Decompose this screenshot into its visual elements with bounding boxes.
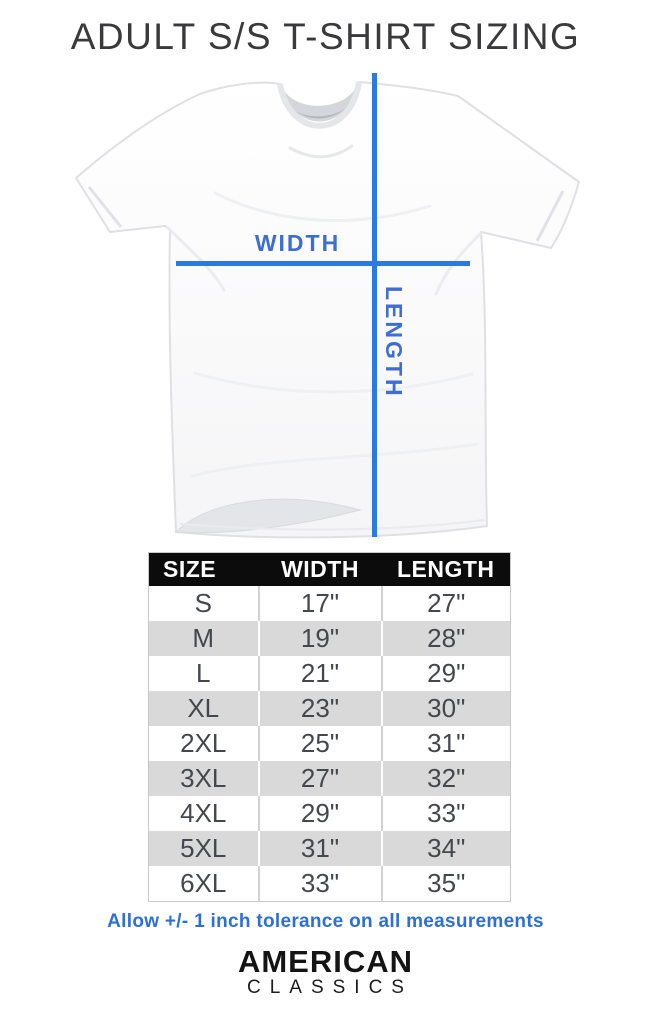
tshirt-body <box>75 81 580 539</box>
wrinkle-shading <box>166 144 482 478</box>
hem-line <box>179 519 485 531</box>
table-row: 2XL 25" 31" <box>148 726 511 761</box>
brand-logo-classics: CLASSICS <box>247 977 413 998</box>
width-cell: 25" <box>257 726 382 761</box>
size-table: SIZE WIDTH LENGTH S 17" 27" M 19" 28" L … <box>148 552 511 902</box>
table-row: 5XL 31" 34" <box>148 831 511 866</box>
length-cell: 28" <box>380 621 511 656</box>
table-row: S 17" 27" <box>148 586 511 621</box>
width-measure-line <box>176 261 470 266</box>
width-cell: 31" <box>257 831 382 866</box>
length-cell: 27" <box>380 586 511 621</box>
length-cell: 33" <box>380 796 511 831</box>
width-cell: 19" <box>257 621 382 656</box>
header-size: SIZE <box>148 552 259 586</box>
length-cell: 29" <box>380 656 511 691</box>
header-width: WIDTH <box>258 552 382 586</box>
size-cell: 4XL <box>148 796 259 831</box>
header-length: LENGTH <box>381 552 511 586</box>
table-row: 3XL 27" 32" <box>148 761 511 796</box>
table-row: 6XL 33" 35" <box>148 866 511 902</box>
length-measure-line <box>372 73 377 537</box>
size-cell: 5XL <box>148 831 259 866</box>
left-cuff-seam <box>87 186 123 228</box>
size-cell: 6XL <box>148 866 259 902</box>
length-cell: 31" <box>380 726 511 761</box>
size-cell: 3XL <box>148 761 259 796</box>
collar-band <box>277 81 362 129</box>
page-title: ADULT S/S T-SHIRT SIZING <box>70 16 581 57</box>
length-label: LENGTH <box>381 286 407 399</box>
table-row: M 19" 28" <box>148 621 511 656</box>
length-cell: 34" <box>380 831 511 866</box>
size-cell: M <box>148 621 259 656</box>
size-cell: XL <box>148 691 259 726</box>
tolerance-note: Allow +/- 1 inch tolerance on all measur… <box>107 911 544 932</box>
width-cell: 27" <box>257 761 382 796</box>
width-cell: 29" <box>257 796 382 831</box>
length-cell: 32" <box>380 761 511 796</box>
width-cell: 21" <box>257 656 382 691</box>
size-cell: 2XL <box>148 726 259 761</box>
right-cuff-seam <box>535 190 565 242</box>
width-cell: 17" <box>257 586 382 621</box>
length-cell: 30" <box>380 691 511 726</box>
length-cell: 35" <box>380 866 511 902</box>
table-row: 4XL 29" 33" <box>148 796 511 831</box>
table-header-row: SIZE WIDTH LENGTH <box>148 552 511 586</box>
width-cell: 33" <box>257 866 382 902</box>
size-cell: S <box>148 586 259 621</box>
table-row: XL 23" 30" <box>148 691 511 726</box>
brand-logo-american: AMERICAN <box>237 944 414 979</box>
hem-fold <box>174 498 362 534</box>
table-row: L 21" 29" <box>148 656 511 691</box>
width-label: WIDTH <box>254 230 341 256</box>
tshirt-illustration <box>75 81 580 539</box>
collar-opening <box>281 83 358 122</box>
collar-inner-shadow <box>288 100 353 119</box>
size-cell: L <box>148 656 259 691</box>
width-cell: 23" <box>257 691 382 726</box>
